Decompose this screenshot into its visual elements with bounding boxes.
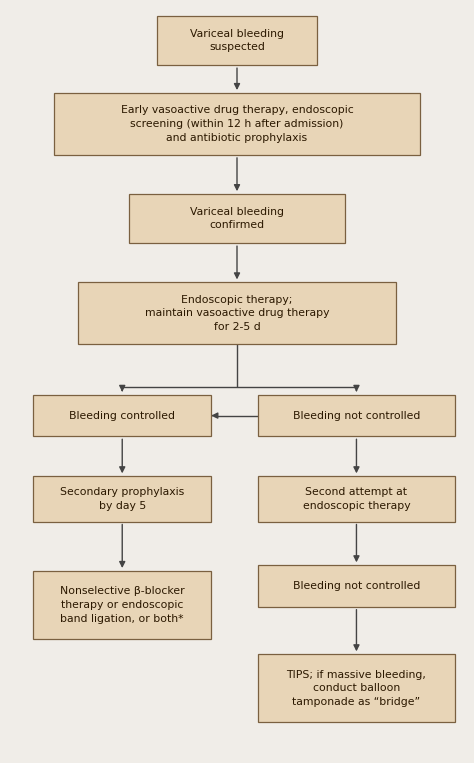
FancyBboxPatch shape <box>157 16 317 66</box>
FancyBboxPatch shape <box>33 476 211 522</box>
FancyBboxPatch shape <box>33 571 211 639</box>
Text: Secondary prophylaxis
by day 5: Secondary prophylaxis by day 5 <box>60 487 184 510</box>
FancyBboxPatch shape <box>258 565 455 607</box>
Text: Bleeding not controlled: Bleeding not controlled <box>293 410 420 420</box>
Text: Early vasoactive drug therapy, endoscopic
screening (within 12 h after admission: Early vasoactive drug therapy, endoscopi… <box>120 105 354 143</box>
FancyBboxPatch shape <box>258 394 455 436</box>
Text: Variceal bleeding
suspected: Variceal bleeding suspected <box>190 29 284 53</box>
Text: TIPS; if massive bleeding,
conduct balloon
tamponade as “bridge”: TIPS; if massive bleeding, conduct ballo… <box>286 670 427 707</box>
Text: Variceal bleeding
confirmed: Variceal bleeding confirmed <box>190 207 284 230</box>
FancyBboxPatch shape <box>78 282 396 344</box>
FancyBboxPatch shape <box>129 194 345 243</box>
Text: Bleeding not controlled: Bleeding not controlled <box>293 581 420 591</box>
FancyBboxPatch shape <box>258 476 455 522</box>
FancyBboxPatch shape <box>33 394 211 436</box>
Text: Bleeding controlled: Bleeding controlled <box>69 410 175 420</box>
Text: Nonselective β-blocker
therapy or endoscopic
band ligation, or both*: Nonselective β-blocker therapy or endosc… <box>60 586 184 623</box>
Text: Second attempt at
endoscopic therapy: Second attempt at endoscopic therapy <box>302 487 410 510</box>
FancyBboxPatch shape <box>55 93 419 155</box>
Text: Endoscopic therapy;
maintain vasoactive drug therapy
for 2-5 d: Endoscopic therapy; maintain vasoactive … <box>145 295 329 332</box>
FancyBboxPatch shape <box>258 654 455 723</box>
